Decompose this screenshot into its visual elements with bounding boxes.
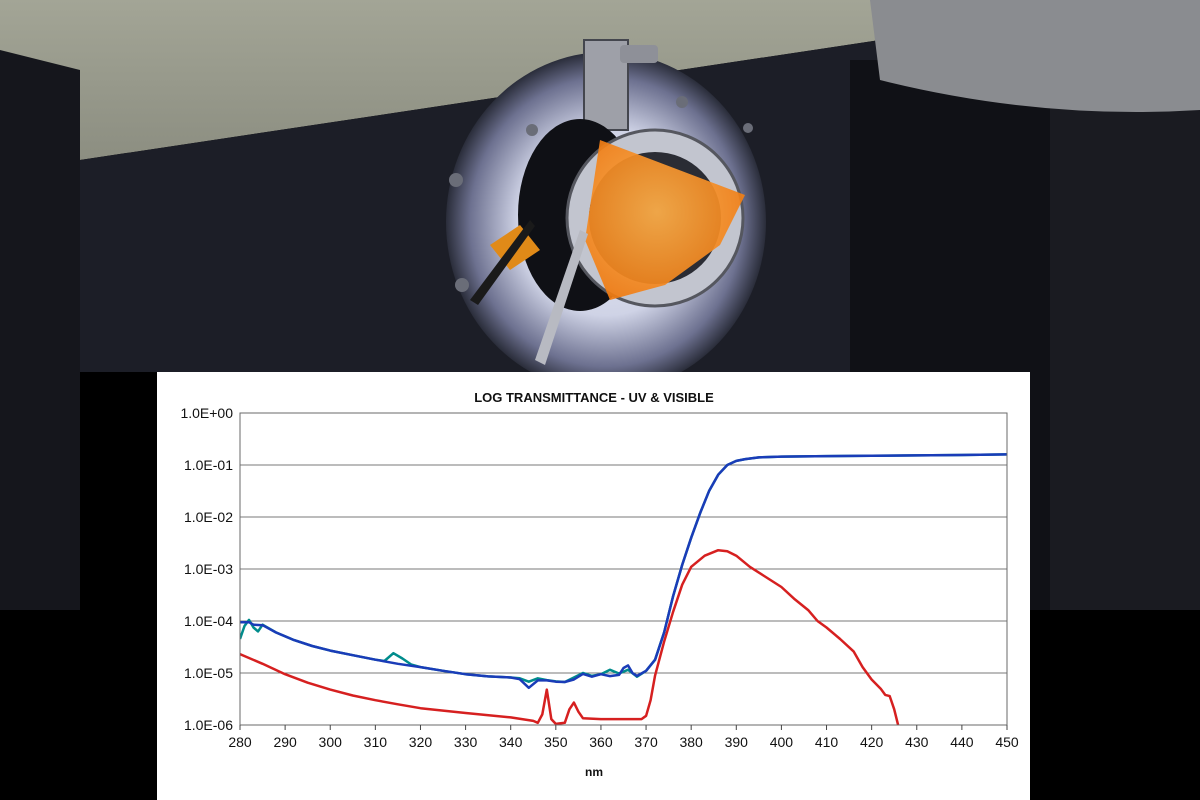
chart-title: LOG TRANSMITTANCE - UV & VISIBLE — [474, 390, 714, 405]
x-axis-tick-labels: 280 290 300 310 320 330 340 350 360 370 380 390 400 4… — [228, 734, 1019, 750]
x-tick-label: 340 — [499, 734, 523, 750]
log-transmittance-chart: LOG TRANSMITTANCE - UV & VISIBLE 1.0E+00… — [180, 390, 1019, 779]
series-lines — [240, 453, 1007, 725]
y-axis-tick-labels: 1.0E+00 1.0E-01 1.0E-02 1.0E-03 1.0E-04 1.0E-… — [180, 405, 233, 733]
x-tick-label: 330 — [454, 734, 478, 750]
x-tick-label: 360 — [589, 734, 613, 750]
x-tick-label: 320 — [409, 734, 433, 750]
series-line-3 — [240, 548, 900, 725]
y-tick-label: 1.0E-02 — [184, 509, 233, 525]
x-tick-label: 450 — [995, 734, 1019, 750]
x-tick-label: 390 — [725, 734, 749, 750]
plot-frame — [239, 412, 1008, 730]
series-line-2 — [240, 453, 1007, 690]
x-tick-label: 300 — [319, 734, 343, 750]
x-tick-label: 380 — [679, 734, 703, 750]
plot-border — [239, 412, 1008, 726]
x-tick-label: 410 — [815, 734, 839, 750]
series-line-1 — [240, 453, 1007, 684]
x-tick-label: 280 — [228, 734, 252, 750]
x-tick-label: 350 — [544, 734, 568, 750]
x-tick-label: 440 — [950, 734, 974, 750]
x-tick-label: 430 — [905, 734, 929, 750]
y-tick-label: 1.0E-04 — [184, 613, 233, 629]
y-tick-label: 1.0E-01 — [184, 457, 233, 473]
y-tick-label: 1.0E+00 — [180, 405, 233, 421]
grid-lines — [240, 412, 1007, 726]
chart-panel: LOG TRANSMITTANCE - UV & VISIBLE 1.0E+00… — [157, 372, 1030, 800]
x-tick-label: 290 — [273, 734, 297, 750]
x-axis-title: nm — [585, 765, 603, 779]
x-tick-label: 400 — [770, 734, 794, 750]
y-tick-label: 1.0E-03 — [184, 561, 233, 577]
x-tick-label: 310 — [364, 734, 388, 750]
y-tick-label: 1.0E-06 — [184, 717, 233, 733]
x-tick-label: 370 — [634, 734, 658, 750]
y-tick-label: 1.0E-05 — [184, 665, 233, 681]
x-tick-label: 420 — [860, 734, 884, 750]
